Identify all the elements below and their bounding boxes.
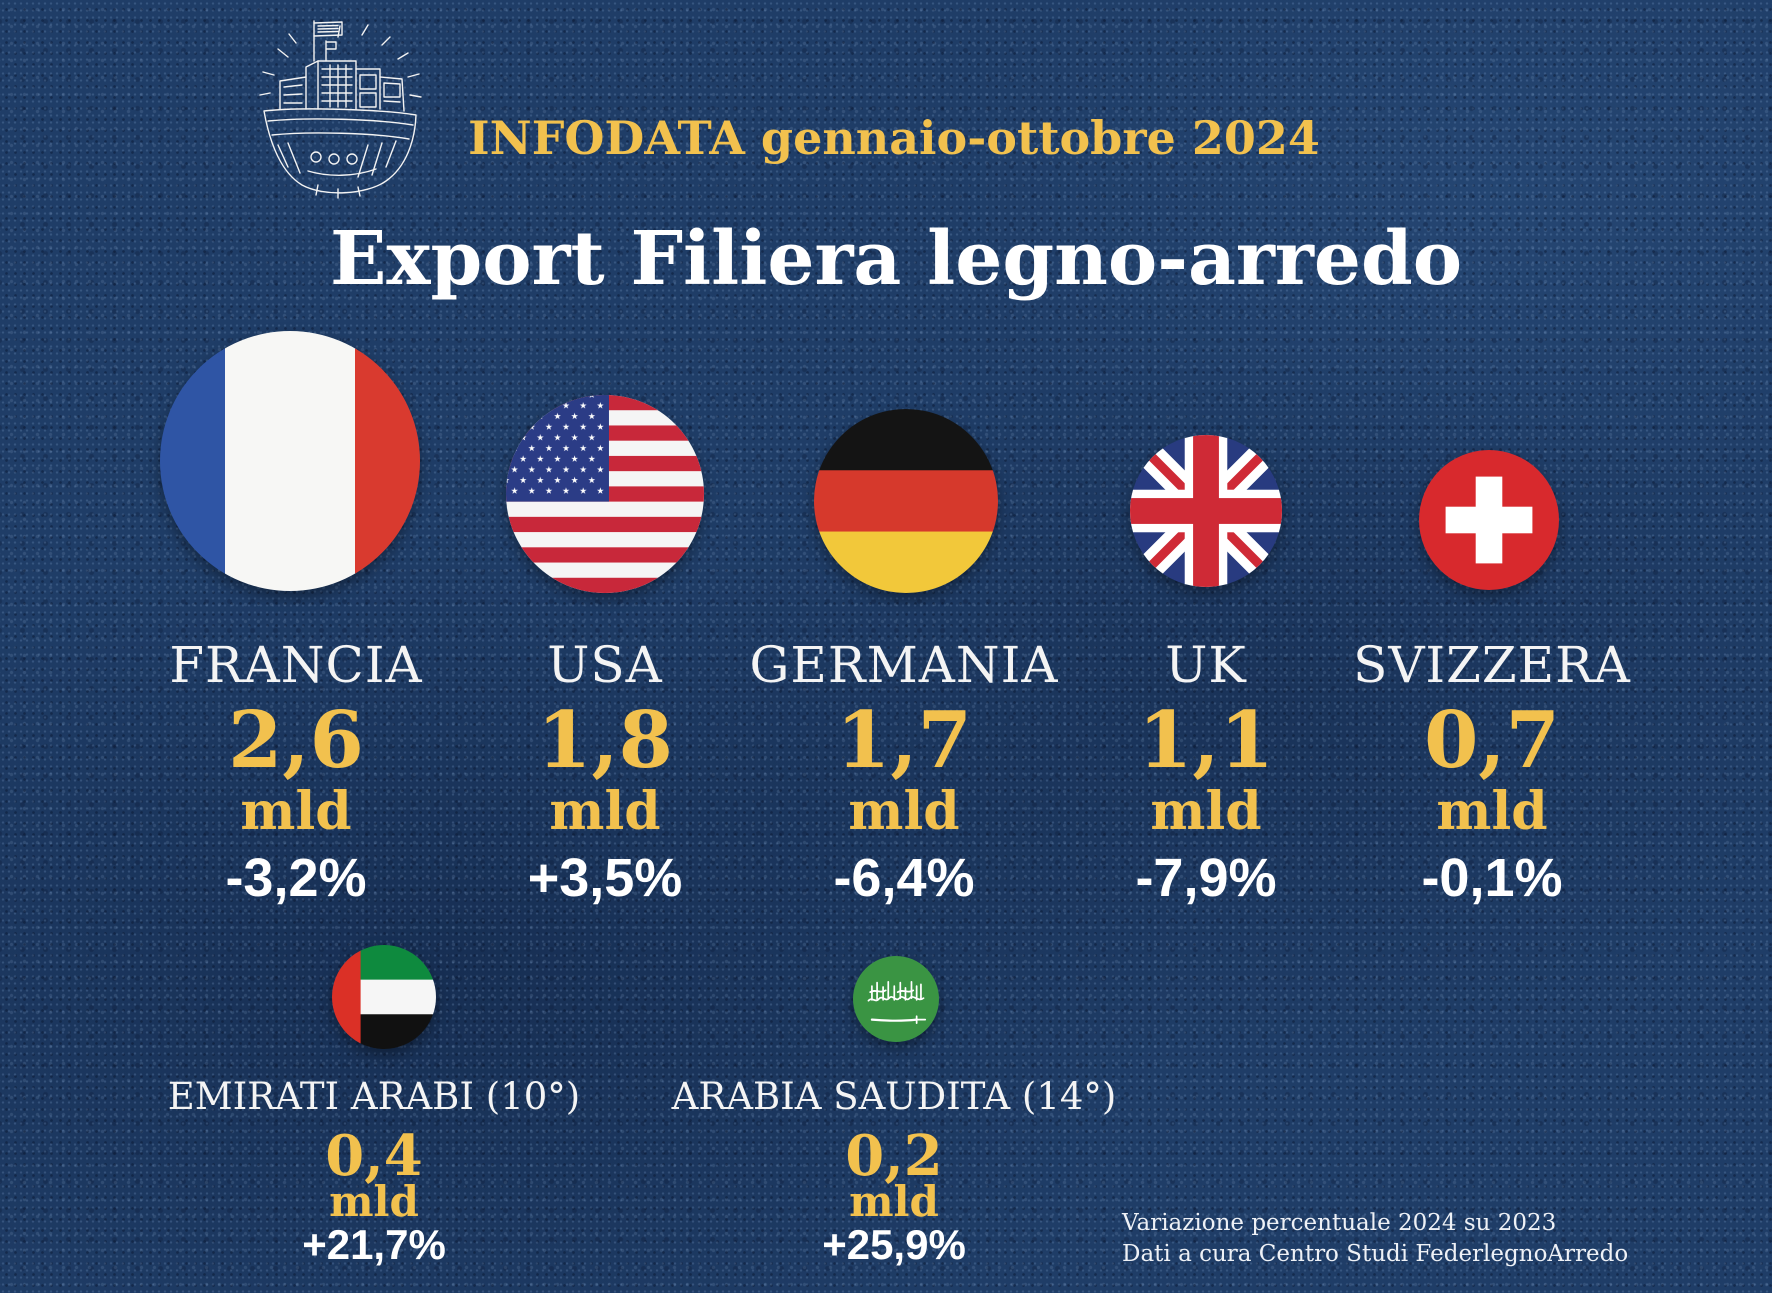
country-name: SVIZZERA <box>1353 636 1631 694</box>
unit-label: mld <box>848 781 960 842</box>
unit-label: mld <box>1436 781 1548 842</box>
uk-flag-icon <box>1130 435 1282 587</box>
export-value: 2,6 <box>228 695 364 786</box>
country-name: ARABIA SAUDITA (14°) <box>671 1075 1117 1118</box>
unit-label: mld <box>849 1177 939 1226</box>
change-percent: +25,9% <box>822 1221 966 1268</box>
switzerland-flag-icon <box>1419 450 1559 590</box>
unit-label: mld <box>1150 781 1262 842</box>
change-percent: -3,2% <box>225 848 367 908</box>
country-card-arabia-saudita: ARABIA SAUDITA (14°) 0,2 mld +25,9% <box>644 940 1144 1280</box>
infodata-kicker: INFODATA gennaio-ottobre 2024 <box>468 111 1320 165</box>
change-percent: -0,1% <box>1421 848 1563 908</box>
country-name: UK <box>1165 636 1247 694</box>
country-name: EMIRATI ARABI (10°) <box>167 1075 581 1118</box>
export-value: 1,1 <box>1138 695 1274 786</box>
export-value: 0,4 <box>325 1123 423 1189</box>
change-percent: +3,5% <box>527 848 683 908</box>
germany-flag-icon <box>814 409 998 593</box>
country-card-uk: UK 1,1 mld -7,9% <box>1036 320 1376 920</box>
country-name: GERMANIA <box>749 636 1059 694</box>
country-card-emirati-arabi: EMIRATI ARABI (10°) 0,4 mld +21,7% <box>154 940 594 1280</box>
change-percent: -6,4% <box>833 848 975 908</box>
page-title: Export Filiera legno-arredo <box>329 216 1463 302</box>
uae-flag-icon <box>332 945 436 1049</box>
unit-label: mld <box>240 781 352 842</box>
footnote-source: Dati a cura Centro Studi FederlegnoArred… <box>1122 1241 1629 1267</box>
country-name: FRANCIA <box>169 636 423 694</box>
country-card-francia: FRANCIA 2,6 mld -3,2% <box>126 320 466 920</box>
usa-flag-icon <box>506 395 704 593</box>
change-percent: -7,9% <box>1135 848 1277 908</box>
country-name: USA <box>547 636 663 694</box>
france-flag-icon <box>160 331 420 591</box>
unit-label: mld <box>329 1177 419 1226</box>
unit-label: mld <box>549 781 661 842</box>
export-value: 0,2 <box>845 1123 943 1189</box>
country-card-usa: USA 1,8 mld +3,5% <box>435 320 775 920</box>
export-value: 1,8 <box>537 695 673 786</box>
footnote-variation: Variazione percentuale 2024 su 2023 <box>1122 1210 1557 1236</box>
export-value: 1,7 <box>836 695 972 786</box>
country-card-svizzera: SVIZZERA 0,7 mld -0,1% <box>1322 320 1662 920</box>
export-value: 0,7 <box>1424 695 1560 786</box>
ship-sketch-icon <box>258 17 424 201</box>
change-percent: +21,7% <box>302 1221 446 1268</box>
saudi-arabia-flag-icon <box>853 956 939 1042</box>
country-card-germania: GERMANIA 1,7 mld -6,4% <box>734 320 1074 920</box>
